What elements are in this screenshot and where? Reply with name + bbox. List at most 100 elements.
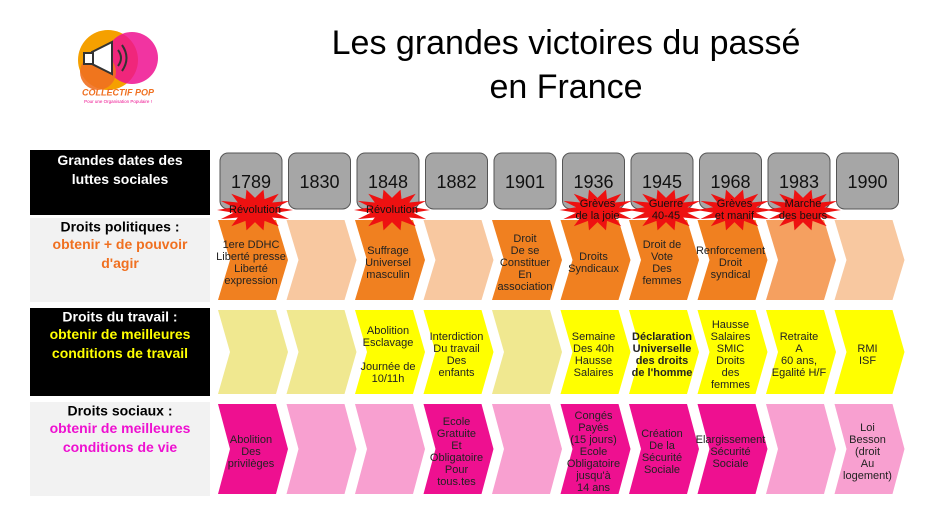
- text-line: Création: [641, 428, 683, 440]
- text-line: Droit de: [643, 239, 682, 251]
- event-burst: [696, 189, 773, 231]
- text-line: en France: [489, 68, 642, 106]
- text-line: Pour: [445, 464, 469, 476]
- header-label-bg: [30, 150, 210, 215]
- text-line: A: [795, 343, 803, 355]
- event-burst: [559, 189, 636, 231]
- text-line: Ecole: [443, 416, 471, 428]
- text-line: Marche: [785, 198, 822, 210]
- row-title: Droits du travail :: [62, 309, 177, 325]
- chevron: [355, 310, 425, 394]
- text-line: De se: [511, 245, 540, 257]
- logo-icon: [78, 30, 158, 90]
- chevron: [423, 220, 494, 300]
- chevron: [355, 404, 425, 494]
- text-line: Universel: [365, 257, 411, 269]
- text-line: syndical: [711, 269, 751, 281]
- text-line: De la: [649, 440, 676, 452]
- chevron: [697, 310, 768, 394]
- text-line: Hausse: [712, 319, 749, 331]
- text-line: SMIC: [717, 343, 745, 355]
- text-line: Grèves: [580, 198, 616, 210]
- text-line: des droits: [636, 355, 689, 367]
- text-line: de l'homme: [632, 367, 693, 379]
- text-line: Salaires: [574, 367, 614, 379]
- text-line: Obligatoire: [567, 458, 620, 470]
- text-line: Semaine: [572, 331, 615, 343]
- year-label: 1882: [436, 172, 476, 192]
- text-line: Vote: [651, 251, 673, 263]
- year-label: 1983: [779, 172, 819, 192]
- text-line: Déclaration: [632, 331, 692, 343]
- chevron: [629, 220, 699, 300]
- text-line: 1ere DDHC: [223, 239, 280, 251]
- event-burst: [765, 189, 841, 231]
- event-burst: [628, 189, 704, 231]
- text-line: 14 ans: [577, 482, 611, 494]
- text-line: Besson: [849, 434, 886, 446]
- text-line: Esclavage: [363, 337, 414, 349]
- text-line: Au: [861, 458, 874, 470]
- chevron: [629, 404, 699, 494]
- chevron: [766, 404, 836, 494]
- text-line: Révolution: [229, 204, 281, 216]
- year-label: 1945: [642, 172, 682, 192]
- text-line: 60 ans,: [781, 355, 817, 367]
- text-line: En: [518, 269, 531, 281]
- chevron: [766, 220, 836, 300]
- text-line: jusqu'à: [575, 470, 611, 482]
- text-line: obtenir de meilleures: [50, 326, 191, 342]
- year-box: [425, 152, 488, 210]
- chevron: [697, 404, 768, 494]
- text-line: Des: [241, 446, 261, 458]
- text-line: Sociale: [712, 458, 748, 470]
- chevron: [834, 310, 905, 394]
- chevron: [423, 404, 494, 494]
- text-line: Les grandes victoires du passé: [332, 24, 801, 62]
- text-line: Sécurité: [710, 446, 750, 458]
- chevron: [766, 310, 836, 394]
- year-box: [836, 152, 899, 210]
- text-line: conditions de vie: [63, 439, 178, 455]
- text-line: association: [497, 281, 552, 293]
- text-line: Syndicaux: [568, 263, 619, 275]
- chevron: [834, 404, 905, 494]
- chevron: [423, 310, 494, 394]
- text-line: Et: [451, 440, 461, 452]
- text-line: tous.tes: [437, 476, 476, 488]
- text-line: (15 jours): [570, 434, 616, 446]
- year-label: 1848: [368, 172, 408, 192]
- year-box: [288, 152, 351, 210]
- year-label: 1901: [505, 172, 545, 192]
- event-burst: [354, 189, 430, 231]
- text-line: obtenir de meilleures: [50, 420, 191, 436]
- row-label-bg: [30, 308, 210, 396]
- chevron: [560, 220, 631, 300]
- text-line: Retraite: [780, 331, 819, 343]
- text-line: Des: [652, 263, 672, 275]
- text-line: Des 40h: [573, 343, 614, 355]
- text-line: Hausse: [575, 355, 612, 367]
- row-title: Droits sociaux :: [67, 403, 172, 419]
- text-line: expression: [224, 275, 277, 287]
- text-line: luttes sociales: [72, 171, 169, 187]
- chevron: [286, 310, 357, 394]
- chevron: [560, 310, 631, 394]
- chevron: [286, 220, 357, 300]
- text-line: Journée de: [360, 361, 415, 373]
- chevron: [286, 404, 357, 494]
- chevron: [355, 220, 425, 300]
- text-line: Droits: [579, 251, 608, 263]
- text-line: Liberté: [234, 263, 268, 275]
- text-line: Egalité H/F: [772, 367, 827, 379]
- text-line: Salaires: [711, 331, 751, 343]
- text-line: (droit: [855, 446, 880, 458]
- text-line: Grèves: [717, 198, 753, 210]
- text-line: Des: [447, 355, 467, 367]
- chevron: [218, 404, 288, 494]
- year-label: 1968: [710, 172, 750, 192]
- chevron: [218, 220, 288, 300]
- year-label: 1830: [299, 172, 339, 192]
- text-line: femmes: [642, 275, 682, 287]
